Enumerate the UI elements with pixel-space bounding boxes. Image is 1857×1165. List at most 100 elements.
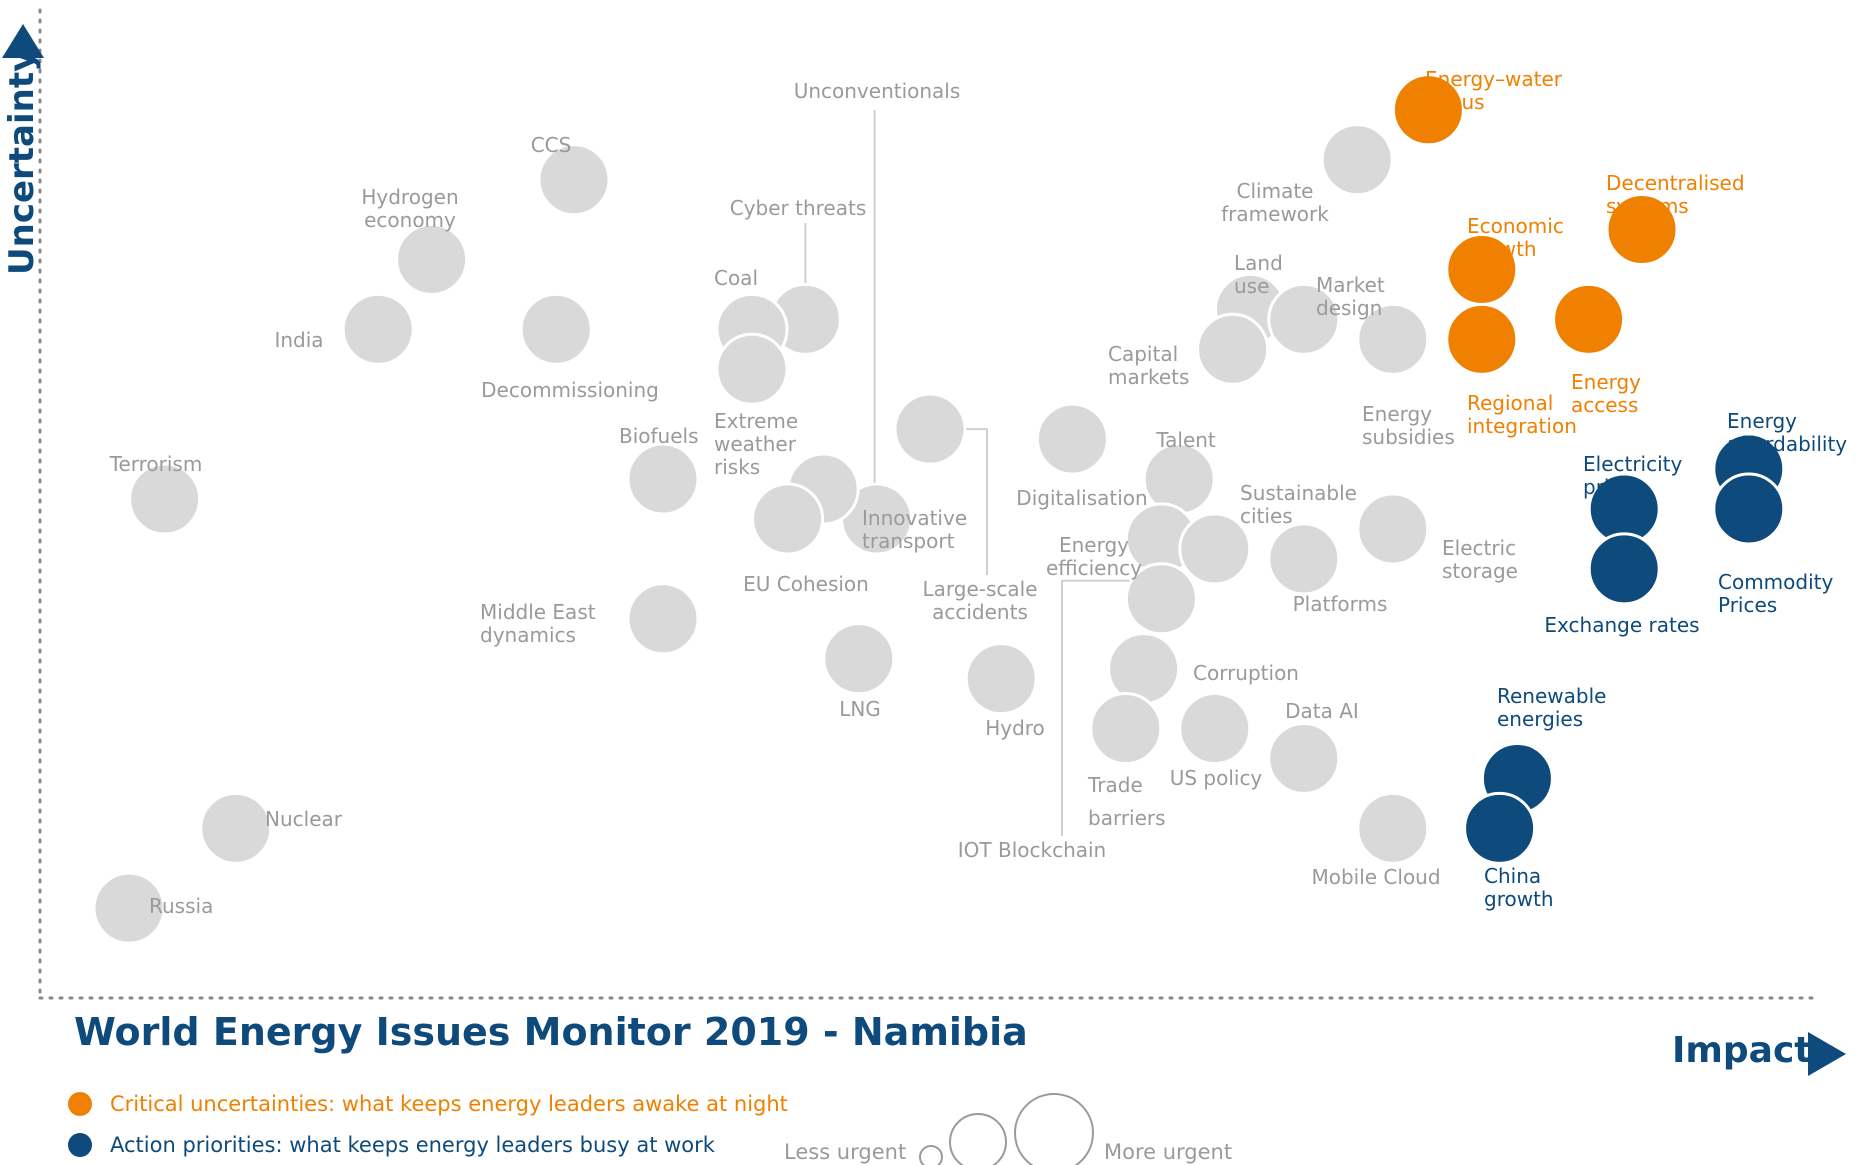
bubble-ccs [537,143,611,217]
bubble-energy-access [1552,282,1626,356]
label-extreme-weather-risks: Extreme weather risks [714,409,798,479]
label-commodity-prices: Commodity Prices [1718,570,1833,617]
bubble-market-design [1267,282,1341,356]
label-biofuels: Biofuels [619,424,699,448]
connector-iot-blockchain [1061,579,1160,836]
label-india: India [274,328,323,352]
bubble-middle-east-dynamics [626,582,700,656]
connector-lines [804,110,1160,836]
legend-action-label: Action priorities: what keeps energy lea… [110,1133,715,1157]
label-corruption: Corruption [1193,661,1299,685]
bubble-extreme-weather-risks [715,332,789,406]
legend-action: Action priorities: what keeps energy lea… [68,1133,715,1157]
label-capital-markets: Capital markets [1108,342,1189,389]
bubble-energy-water-nexus [1391,73,1465,147]
bubble-platforms [1267,522,1341,596]
legend-action-dot [68,1133,92,1157]
label-terrorism: Terrorism [109,452,203,476]
label-cyber-threats: Cyber threats [730,196,867,220]
labels-layer: Unconventionals CCS Hydrogen economy India De… [109,67,1848,918]
label-land-use: Land use [1234,251,1283,298]
label-lng: LNG [839,697,881,721]
label-trade-barriers: Trade barriers [1087,773,1166,830]
label-electric-storage: Electric storage [1442,536,1518,583]
label-iot-blockchain: IOT Blockchain [958,838,1106,862]
legend-critical: Critical uncertainties: what keeps energ… [68,1092,788,1116]
y-axis-label: Uncertainty [2,49,42,275]
label-eu-cohesion: EU Cohesion [743,572,869,596]
size-legend-large [1014,1093,1094,1165]
bubble-nuclear [199,791,273,865]
size-legend-small [919,1145,943,1165]
label-innovative-transport: Innovative transport [862,506,967,553]
connector-large-scale-accidents [965,428,988,575]
bubble-energy-subsidies [1356,302,1430,376]
bubble-terrorism [128,462,202,536]
label-digitalisation: Digitalisation [1016,486,1147,510]
label-platforms: Platforms [1293,592,1388,616]
label-regional-integration: Regional integration [1467,391,1577,438]
legend-critical-label: Critical uncertainties: what keeps energ… [110,1092,788,1116]
label-hydrogen-economy: Hydrogen economy [361,185,458,232]
label-energy-subsidies: Energy subsidies [1362,402,1455,449]
bubble-exchange-rates [1587,532,1661,606]
label-us-policy: US policy [1170,766,1263,790]
bubble-sustainable-cities [1178,512,1252,586]
bubble-china-growth [1463,791,1537,865]
bubble-climate-framework [1320,123,1394,197]
label-data-ai: Data AI [1285,699,1359,723]
label-energy-efficiency: Energy efficiency [1046,533,1142,580]
bubble-data-ai [1267,721,1341,795]
label-economic-growth: Economic growth [1467,214,1564,261]
size-legend-medium [949,1113,1007,1165]
bubble-trade-barriers [1089,692,1163,766]
label-ccs: CCS [531,133,572,157]
label-talent: Talent [1155,428,1216,452]
bubble-india [341,292,415,366]
label-mobile-cloud: Mobile Cloud [1311,865,1440,889]
x-axis-label: Impact [1672,1030,1812,1071]
bubble-electric-storage [1356,492,1430,566]
bubble-large-scale-accidents [893,392,967,466]
label-china-growth: China growth [1484,864,1554,911]
x-axis-arrow-icon [1808,1032,1846,1076]
bubble-capital-markets [1196,312,1270,386]
label-sustainable-cities: Sustainable cities [1240,481,1357,528]
label-renewable-energies: Renewable energies [1497,684,1606,731]
label-decommissioning: Decommissioning [481,378,659,402]
bubble-mobile-cloud [1356,791,1430,865]
size-legend [919,1093,1094,1165]
label-nuclear: Nuclear [265,807,343,831]
legend-critical-dot [68,1092,92,1116]
label-energy-affordability: Energy affordability [1727,409,1847,456]
bubble-decommissioning [519,292,593,366]
label-russia: Russia [149,894,213,918]
label-energy-water-nexus: Energy–water nexus [1425,67,1563,114]
bubble-iot-blockchain [1124,562,1198,636]
bubble-biofuels [626,442,700,516]
label-unconventionals: Unconventionals [794,79,961,103]
bubble-hydrogen-economy [395,222,469,296]
y-axis-arrow-icon [2,24,44,58]
label-coal: Coal [714,266,758,290]
bubble-commodity-prices [1712,472,1786,546]
label-climate-framework: Climate framework [1221,179,1329,226]
bubble-eu-cohesion [751,482,825,556]
bubble-digitalisation [1035,402,1109,476]
bubble-hydro [964,642,1038,716]
more-urgent-label: More urgent [1104,1140,1233,1164]
label-large-scale-accidents: Large-scale accidents [922,577,1037,624]
label-hydro: Hydro [985,716,1045,740]
bubble-us-policy [1178,692,1252,766]
bubbles-layer [92,73,1786,945]
bubble-lng [822,622,896,696]
label-electricity-prices: Electricity prices [1583,452,1683,499]
less-urgent-label: Less urgent [784,1140,907,1164]
label-exchange-rates: Exchange rates [1544,613,1699,637]
label-market-design: Market design [1316,273,1385,320]
bubble-russia [92,871,166,945]
label-decentralised-systems: Decentralised systems [1606,171,1745,218]
bubble-regional-integration [1445,302,1519,376]
bubble-decentralised-systems [1605,193,1679,267]
